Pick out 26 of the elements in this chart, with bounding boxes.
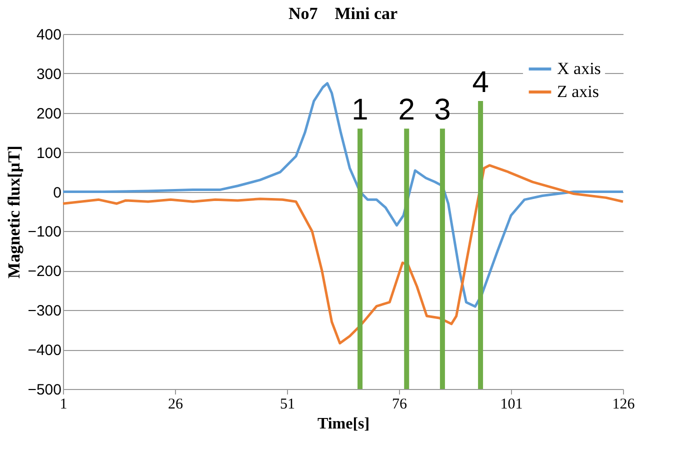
y-tick-label: 300 (36, 66, 62, 83)
x-tick-label: 126 (612, 396, 636, 412)
y-tick-label: 0 (53, 184, 62, 202)
annotation: 3 (434, 94, 451, 127)
y-axis-title: Magnetic flux[μT] (4, 146, 24, 278)
x-tick-label: 26 (168, 396, 184, 412)
x-tick-label: 51 (280, 396, 295, 412)
y-tick-label: −400 (28, 342, 62, 360)
legend-label: Z axis (557, 82, 600, 101)
x-axis-title: Time[s] (317, 416, 370, 432)
x-tick-label: 1 (60, 396, 68, 412)
line-series (62, 164, 624, 344)
annotation: 2 (398, 94, 415, 127)
x-tick-label: 101 (500, 396, 523, 412)
y-tick-label: −500 (28, 382, 62, 398)
y-tick-label: −200 (28, 263, 62, 280)
y-tick-label: 400 (36, 26, 62, 44)
y-tick-label: −100 (28, 224, 62, 241)
y-tick-label: 100 (36, 144, 62, 162)
chart-title: No7 Mini car (288, 4, 398, 23)
x-tick-label: 76 (392, 396, 408, 412)
annotation: 1 (352, 94, 368, 127)
y-tick-label: −300 (28, 302, 62, 320)
legend-label: X axis (557, 59, 601, 78)
y-tick-label: 200 (36, 105, 62, 122)
annotation: 4 (472, 66, 489, 100)
